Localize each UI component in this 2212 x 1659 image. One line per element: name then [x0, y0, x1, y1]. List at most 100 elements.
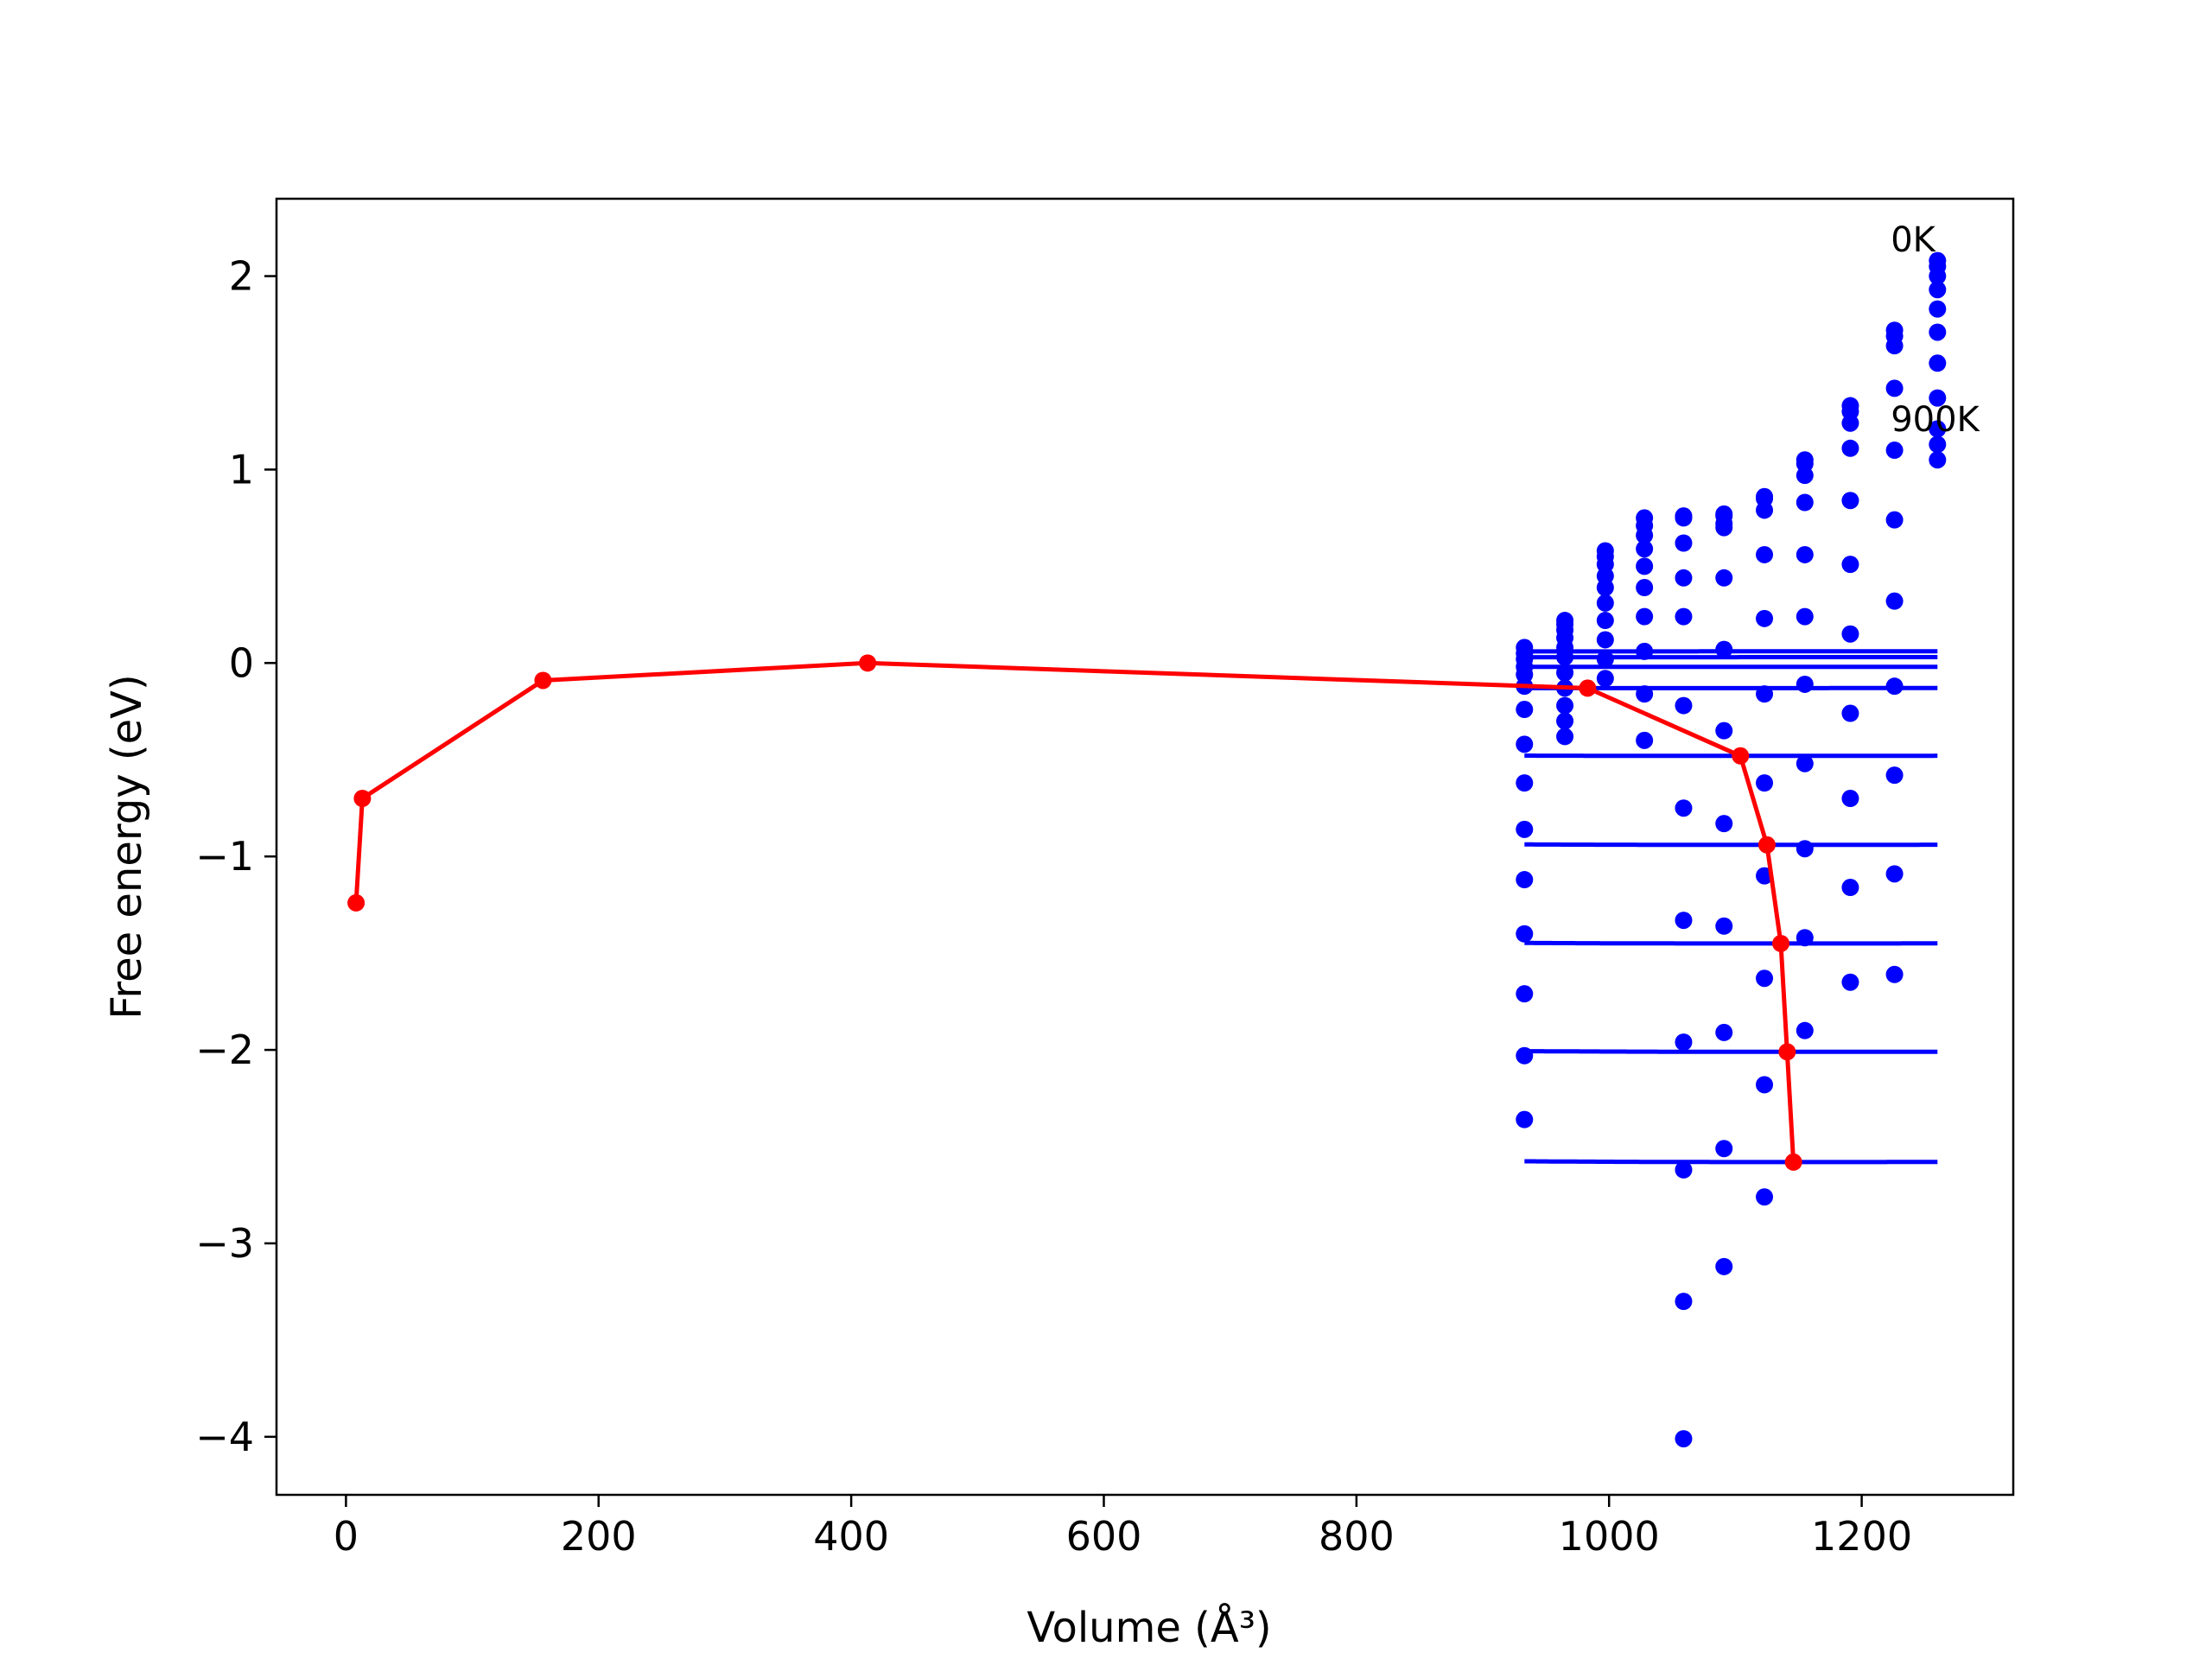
y-tick-label: −2 [195, 1027, 254, 1073]
data-point [1516, 871, 1534, 889]
minimum-path-point [1732, 747, 1750, 765]
data-point [1756, 609, 1774, 627]
data-point [1756, 1076, 1774, 1094]
data-point [1675, 509, 1693, 527]
x-axis-ticks: 0 200 400 600 800 1000 1200 [334, 1495, 1912, 1560]
data-point [1756, 969, 1774, 988]
data-point [1841, 973, 1859, 991]
data-point [1596, 612, 1614, 630]
data-point [1516, 774, 1534, 792]
data-point [1675, 607, 1693, 626]
data-point [1885, 337, 1904, 355]
data-point [1596, 594, 1614, 612]
y-tick-label: 2 [229, 253, 254, 300]
data-point [1636, 685, 1654, 703]
data-point [1756, 1188, 1774, 1206]
data-point [1841, 439, 1859, 457]
data-point [1636, 526, 1654, 544]
data-point [1715, 1140, 1733, 1158]
data-point [1796, 607, 1814, 626]
x-tick-label: 800 [1319, 1513, 1395, 1560]
data-point [1715, 1023, 1733, 1041]
data-point [1516, 925, 1534, 943]
temperature-annotation: 900K [1891, 400, 1980, 440]
y-tick-label: 0 [229, 639, 254, 686]
data-point [1796, 545, 1814, 563]
minimum-path-point [1784, 1153, 1802, 1171]
data-point [1929, 451, 1947, 469]
data-point [1929, 354, 1947, 372]
data-point [1885, 865, 1904, 883]
data-point [1841, 625, 1859, 643]
data-point [1596, 631, 1614, 649]
data-point [1885, 677, 1904, 696]
data-point [1516, 985, 1534, 1003]
data-point [1715, 721, 1733, 740]
data-point [1796, 840, 1814, 858]
data-point [1516, 820, 1534, 838]
x-tick-label: 200 [561, 1513, 637, 1560]
data-point [1596, 579, 1614, 596]
data-point [1675, 696, 1693, 715]
data-point [1756, 545, 1774, 563]
data-point [1885, 379, 1904, 397]
data-point [1929, 420, 1947, 438]
y-tick-label: −4 [195, 1414, 254, 1460]
x-tick-label: 600 [1066, 1513, 1142, 1560]
data-point [1636, 557, 1654, 575]
temperature-annotation: 0K [1891, 220, 1936, 260]
data-point [1596, 650, 1614, 668]
data-point [1929, 281, 1947, 299]
y-axis-ticks: −4 −3 −2 −1 0 1 2 [195, 253, 276, 1460]
data-point [1796, 493, 1814, 512]
minimum-path [347, 654, 1802, 1171]
x-tick-label: 0 [334, 1513, 359, 1560]
data-point [1636, 642, 1654, 660]
data-point [1675, 912, 1693, 930]
data-point [1841, 704, 1859, 722]
y-axis-label: Free energy (eV) [103, 674, 151, 1019]
data-point [1675, 799, 1693, 817]
data-point [1675, 534, 1693, 552]
data-point [1715, 1257, 1733, 1275]
data-point [1929, 300, 1947, 318]
data-point [1675, 1293, 1693, 1311]
data-point [1929, 267, 1947, 285]
y-tick-label: −3 [195, 1220, 254, 1267]
annotations: 0K 900K [1891, 220, 1980, 440]
minimum-path-point [1772, 934, 1790, 952]
data-point [1675, 1160, 1693, 1179]
data-point [1756, 501, 1774, 519]
x-axis-label: Volume (Å³) [1027, 1603, 1271, 1652]
data-point [1929, 389, 1947, 407]
data-point [1885, 442, 1904, 460]
data-point [1556, 664, 1574, 682]
data-point [1885, 766, 1904, 785]
minimum-path-point [1778, 1043, 1796, 1061]
data-point [1675, 1430, 1693, 1448]
x-tick-label: 400 [813, 1513, 889, 1560]
data-point [1841, 879, 1859, 897]
data-point [1596, 670, 1614, 688]
data-point [1885, 592, 1904, 610]
data-point [1516, 735, 1534, 753]
data-point [1885, 965, 1904, 983]
data-point [1516, 1046, 1534, 1065]
data-point [1929, 435, 1947, 454]
data-point [1675, 1033, 1693, 1052]
data-point [1636, 579, 1654, 596]
data-point [1841, 790, 1859, 808]
data-point [1715, 815, 1733, 833]
data-point [1796, 754, 1814, 772]
data-point [1516, 701, 1534, 719]
data-point [1556, 696, 1574, 715]
fit-curve-line [1524, 1159, 1938, 1165]
data-point [1636, 540, 1654, 558]
data-point [1796, 675, 1814, 693]
y-tick-label: 1 [229, 446, 254, 493]
plot-frame [275, 197, 2015, 1497]
data-point [1636, 607, 1654, 626]
data-point [1715, 569, 1733, 587]
